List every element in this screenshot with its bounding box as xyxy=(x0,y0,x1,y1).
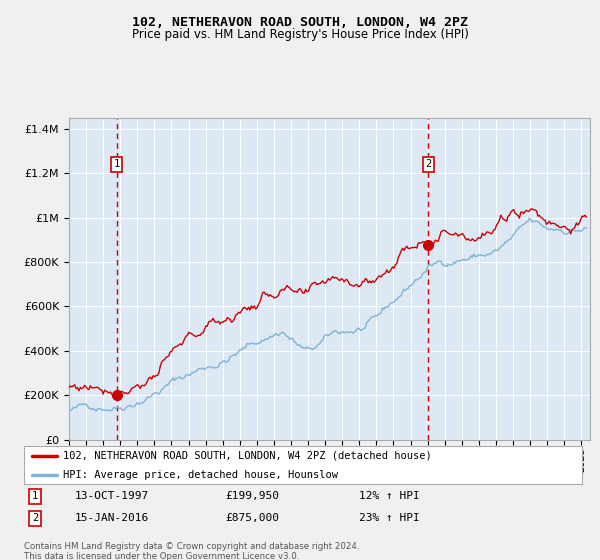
Text: 12% ↑ HPI: 12% ↑ HPI xyxy=(359,491,419,501)
Text: £199,950: £199,950 xyxy=(225,491,279,501)
Text: 2: 2 xyxy=(425,159,431,169)
Text: 1: 1 xyxy=(113,159,120,169)
Text: 102, NETHERAVON ROAD SOUTH, LONDON, W4 2PZ: 102, NETHERAVON ROAD SOUTH, LONDON, W4 2… xyxy=(132,16,468,29)
Text: 102, NETHERAVON ROAD SOUTH, LONDON, W4 2PZ (detached house): 102, NETHERAVON ROAD SOUTH, LONDON, W4 2… xyxy=(63,451,432,461)
Text: Price paid vs. HM Land Registry's House Price Index (HPI): Price paid vs. HM Land Registry's House … xyxy=(131,28,469,41)
Text: £875,000: £875,000 xyxy=(225,514,279,524)
Text: 2: 2 xyxy=(32,514,38,524)
Text: Contains HM Land Registry data © Crown copyright and database right 2024.
This d: Contains HM Land Registry data © Crown c… xyxy=(24,542,359,560)
Text: HPI: Average price, detached house, Hounslow: HPI: Average price, detached house, Houn… xyxy=(63,470,338,480)
Text: 1: 1 xyxy=(32,491,38,501)
Text: 13-OCT-1997: 13-OCT-1997 xyxy=(74,491,148,501)
Text: 23% ↑ HPI: 23% ↑ HPI xyxy=(359,514,419,524)
Text: 15-JAN-2016: 15-JAN-2016 xyxy=(74,514,148,524)
